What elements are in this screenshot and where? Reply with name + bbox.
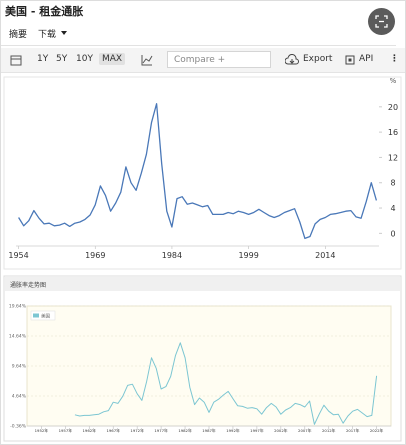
data-line: [74, 342, 378, 425]
range-button[interactable]: MAX: [99, 53, 126, 65]
x-tick-label: 1984: [162, 251, 182, 260]
x-tick-label: 1952年: [35, 428, 49, 433]
x-tick-label: 1987年: [202, 428, 216, 433]
api-button[interactable]: API: [359, 54, 374, 64]
x-tick-label: 1967年: [106, 428, 120, 433]
x-tick-label: 2022年: [370, 428, 384, 433]
y-tick-label: 4.64%: [12, 394, 27, 400]
tab[interactable]: 摘要: [9, 30, 28, 40]
dropdown-caret: [61, 31, 67, 35]
legend-label: 美国: [41, 313, 50, 320]
x-tick-label: 1954: [8, 251, 28, 260]
y-unit: %: [390, 77, 397, 85]
x-tick-label: 2014: [315, 251, 335, 260]
scan-button[interactable]: [368, 8, 395, 35]
compare-input[interactable]: Compare +: [167, 51, 271, 68]
y-tick-label: 0: [390, 229, 395, 238]
export-button[interactable]: Export: [303, 54, 333, 64]
y-tick-label: 19.64%: [9, 304, 27, 310]
more-menu[interactable]: ⋮: [390, 54, 399, 64]
x-tick-label: 1982年: [178, 428, 192, 433]
x-tick-label: 2002年: [274, 428, 288, 433]
x-tick-label: 2012年: [322, 428, 336, 433]
y-tick-label: -0.36%: [10, 424, 27, 430]
calendar-icon[interactable]: [10, 54, 22, 66]
export-icon[interactable]: [285, 54, 299, 66]
api-icon[interactable]: [344, 54, 356, 66]
x-tick-label: 2007年: [298, 428, 312, 433]
x-tick-label: 1977年: [154, 428, 168, 433]
x-tick-label: 1997年: [250, 428, 264, 433]
y-tick-label: 14.64%: [9, 334, 27, 340]
y-tick-label: 9.64%: [12, 364, 27, 370]
chart-title: 通胀率走势图: [10, 281, 46, 289]
x-tick-label: 1969: [85, 251, 105, 260]
y-tick-label: 20: [388, 103, 398, 112]
toolbar: 1Y 5Y 10Y MAX Compare + Export API ⋮: [1, 48, 405, 73]
legend-box: [30, 310, 56, 321]
legend-swatch: [33, 313, 39, 318]
scan-icon: [375, 15, 388, 28]
x-tick-label: 1962年: [83, 428, 97, 433]
y-tick-label: 4: [390, 204, 395, 213]
secondary-chart: 通胀率走势图 -0.36% 4.64% 9.64% 14.64% 19.64% 1952年…: [3, 275, 402, 442]
range-button[interactable]: 1Y: [37, 54, 49, 64]
x-tick-label: 1999: [238, 251, 258, 260]
tabs: 摘要 下载: [1, 21, 396, 46]
y-tick-label: 16: [388, 128, 398, 137]
tab[interactable]: 下载: [38, 30, 57, 40]
x-tick-label: 1992年: [226, 428, 240, 433]
chart-type-icon[interactable]: [141, 54, 153, 66]
page-title: 美国 - 租金通胀: [5, 5, 84, 18]
chart-frame: [3, 76, 402, 270]
y-tick-label: 8: [390, 179, 395, 188]
range-button[interactable]: 5Y: [56, 54, 68, 64]
range-button[interactable]: 10Y: [76, 54, 93, 64]
x-tick-label: 1957年: [59, 428, 73, 433]
x-tick-label: 1972年: [130, 428, 144, 433]
main-chart: 0 4 8 12 16 20 1954 1969 1984 1999 2014%: [3, 76, 402, 270]
y-tick-label: 12: [388, 153, 398, 162]
data-line: [18, 103, 378, 240]
x-tick-label: 2017年: [346, 428, 360, 433]
chart-header: [5, 277, 400, 291]
